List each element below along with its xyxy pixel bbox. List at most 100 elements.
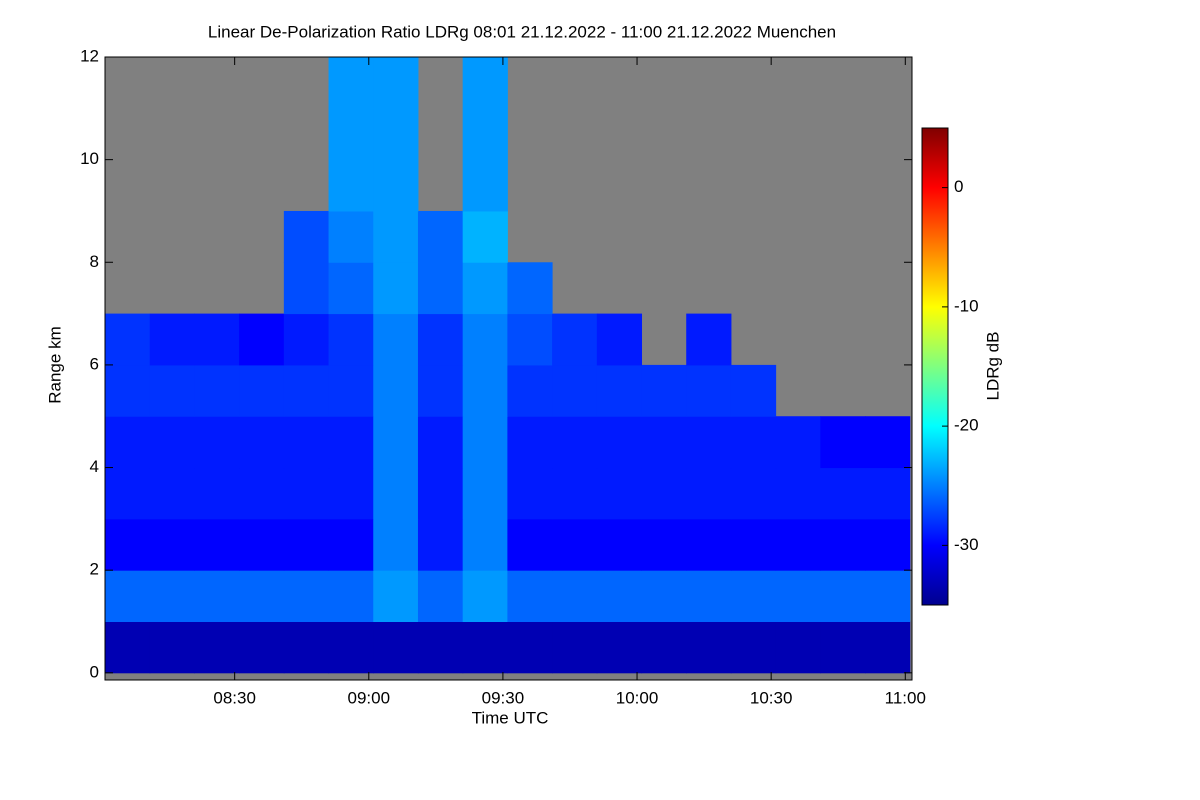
- heatmap-cell: [417, 467, 464, 520]
- heatmap-cell: [686, 416, 732, 469]
- heatmap-cell: [328, 416, 374, 469]
- plot-frame: [104, 56, 913, 681]
- heatmap-cell: [507, 364, 553, 417]
- heatmap-cell: [686, 313, 732, 366]
- heatmap-cell: [730, 467, 777, 520]
- colorbar-label: LDRg dB: [983, 332, 1002, 401]
- heatmap-cell: [596, 313, 643, 366]
- heatmap-cell: [283, 210, 330, 263]
- heatmap-cell: [552, 364, 598, 417]
- heatmap-cell: [641, 364, 687, 417]
- heatmap-cell: [596, 364, 643, 417]
- heatmap-cell: [507, 467, 553, 520]
- heatmap-cell: [239, 416, 285, 469]
- heatmap-cell: [373, 364, 419, 417]
- x-tick-label: 11:00: [885, 688, 926, 707]
- heatmap-cell: [775, 416, 821, 469]
- heatmap-cell: [373, 262, 419, 315]
- heatmap-cell: [373, 416, 419, 469]
- heatmap-cell: [820, 416, 866, 469]
- heatmap-cell: [820, 518, 866, 571]
- heatmap-cell: [105, 364, 151, 417]
- heatmap-cell: [417, 313, 464, 366]
- heatmap-cell: [730, 621, 777, 674]
- heatmap-cell: [105, 313, 151, 366]
- heatmap-cell: [373, 518, 419, 571]
- heatmap-cell: [105, 467, 151, 520]
- heatmap-cell: [373, 621, 419, 674]
- heatmap-cell: [462, 570, 508, 622]
- x-tick-label: 09:00: [348, 688, 391, 707]
- heatmap-cell: [865, 416, 911, 469]
- heatmap-cell: [373, 57, 419, 109]
- y-tick-label: 8: [90, 252, 99, 271]
- heatmap-cell: [596, 416, 643, 469]
- colorbar-tick-label: -10: [954, 296, 979, 315]
- heatmap-cell: [462, 159, 508, 212]
- heatmap-cell: [686, 570, 732, 622]
- y-tick-label: 4: [90, 457, 99, 476]
- heatmap-cell: [507, 570, 553, 622]
- x-tick-label: 10:00: [616, 688, 659, 707]
- chart-title: Linear De-Polarization Ratio LDRg 08:01 …: [208, 22, 836, 41]
- heatmap-cell: [283, 621, 330, 674]
- heatmap-cell: [641, 467, 687, 520]
- heatmap-cell: [373, 210, 419, 263]
- heatmap-cell: [194, 518, 240, 571]
- heatmap-cell: [417, 518, 464, 571]
- heatmap-cell: [328, 108, 374, 161]
- heatmap-cell: [462, 210, 508, 263]
- heatmap-cell: [552, 467, 598, 520]
- heatmap-cell: [328, 262, 374, 315]
- heatmap-cell: [417, 262, 464, 315]
- heatmap-cell: [462, 621, 508, 674]
- x-tick-label: 09:30: [482, 688, 525, 707]
- heatmap-cell: [596, 570, 643, 622]
- heatmap-cell: [149, 313, 195, 366]
- heatmap-cell: [373, 467, 419, 520]
- heatmap-cell: [417, 210, 464, 263]
- heatmap-cell: [373, 570, 419, 622]
- heatmap-cell: [239, 364, 285, 417]
- heatmap-cell: [328, 467, 374, 520]
- heatmap-cell: [820, 570, 866, 622]
- heatmap-cell: [149, 364, 195, 417]
- y-axis-label: Range km: [45, 326, 64, 403]
- heatmap-cell: [641, 416, 687, 469]
- heatmap-cell: [507, 518, 553, 571]
- y-tick-label: 6: [90, 354, 99, 373]
- heatmap-cell: [373, 313, 419, 366]
- heatmap-cell: [775, 518, 821, 571]
- heatmap-cell: [194, 621, 240, 674]
- heatmap-cell: [283, 518, 330, 571]
- heatmap-cell: [641, 621, 687, 674]
- heatmap-cell: [730, 364, 777, 417]
- heatmap-cell: [328, 570, 374, 622]
- heatmap-cell: [417, 570, 464, 622]
- heatmap-cell: [775, 467, 821, 520]
- heatmap-cell: [328, 518, 374, 571]
- colorbar-tick-label: -20: [954, 416, 979, 435]
- heatmap-cell: [462, 518, 508, 571]
- heatmap-cell: [328, 210, 374, 263]
- x-tick-label: 10:30: [750, 688, 793, 707]
- heatmap-cell: [686, 364, 732, 417]
- heatmap-cell: [596, 518, 643, 571]
- heatmap-cell: [283, 467, 330, 520]
- heatmap-cell: [552, 621, 598, 674]
- heatmap-cell: [105, 621, 151, 674]
- heatmap-cell: [105, 416, 151, 469]
- heatmap-cell: [641, 518, 687, 571]
- x-tick-label: 08:30: [213, 688, 256, 707]
- heatmap-cell: [105, 570, 151, 622]
- heatmap-cell: [462, 57, 508, 109]
- heatmap-cell: [328, 57, 374, 109]
- heatmap-cell: [507, 262, 553, 315]
- heatmap-cell: [552, 518, 598, 571]
- heatmap-cell: [462, 108, 508, 161]
- heatmap-cell: [373, 108, 419, 161]
- heatmap-cell: [686, 518, 732, 571]
- heatmap-cell: [328, 621, 374, 674]
- heatmap-cell: [417, 364, 464, 417]
- heatmap-cell: [149, 416, 195, 469]
